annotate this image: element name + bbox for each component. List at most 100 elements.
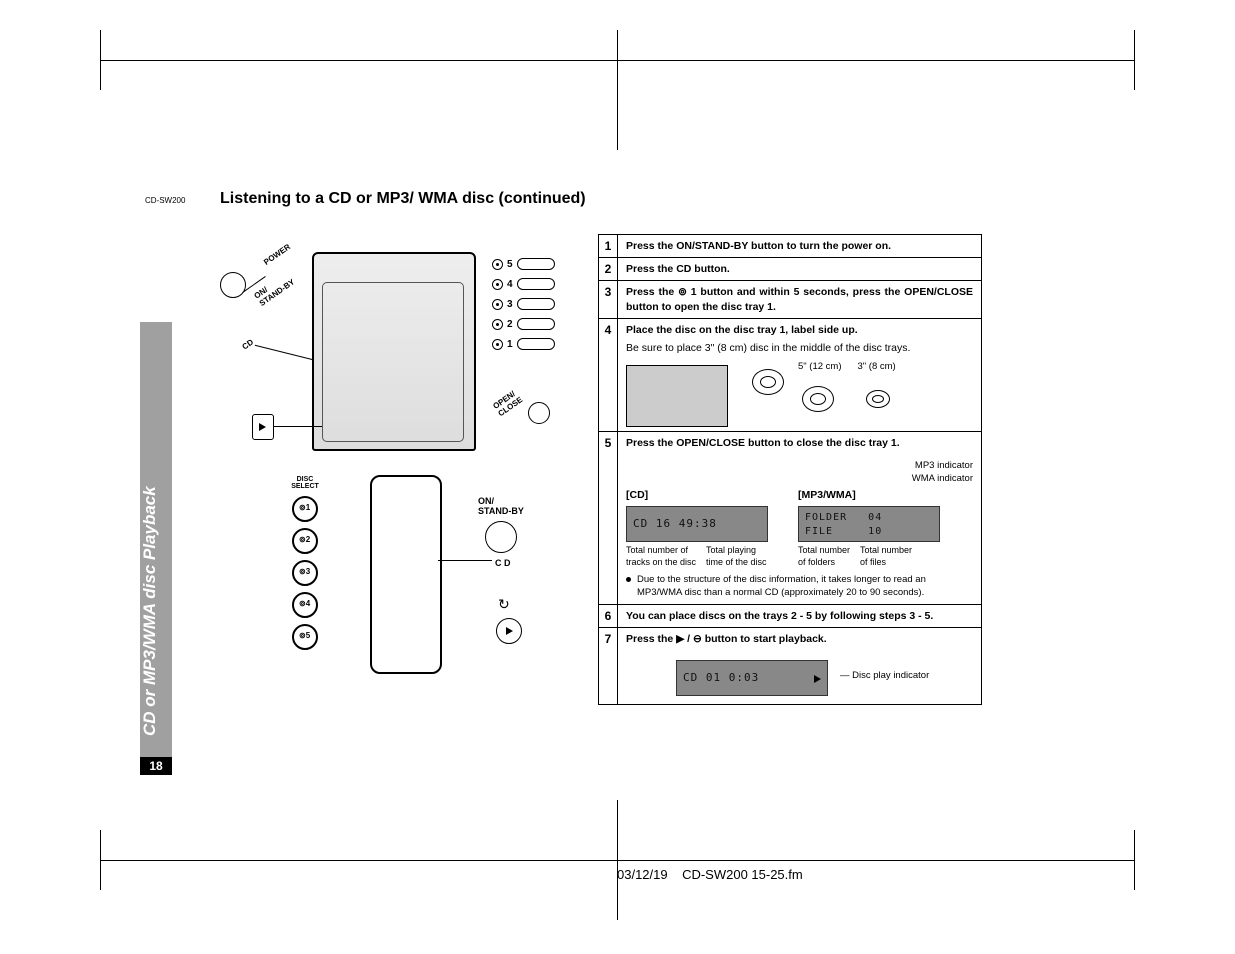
leader-line [438,560,492,561]
sidebar-section-title: CD or MP3/WMA disc Playback [140,486,160,736]
open-close-button-illustration [528,402,550,424]
disc-5in-illustration [798,378,838,418]
cd-button-remote [485,521,517,553]
step-number: 4 [599,319,618,431]
tray-illustration [626,365,728,427]
wma-indicator-label: WMA indicator [912,473,973,484]
mp3-display-label: [MP3/WMA] [798,489,856,501]
mp3-caption-b: Total number of files [860,544,912,568]
crop-mark [617,30,618,150]
lcd-play-text: CD 01 0:03 [683,671,759,686]
step-number: 7 [599,628,618,704]
tray-buttons: 5 4 3 2 1 [492,254,555,354]
lcd-play: CD 01 0:03 [676,660,828,696]
standby-remote-label: ON/ STAND-BY [478,496,524,516]
step-row: 1 Press the ON/STAND-BY button to turn t… [599,235,981,258]
footer-file: CD-SW200 15-25.fm [682,867,803,882]
open-close-label: OPEN/ CLOSE [491,388,524,419]
step-text: Press the OPEN/CLOSE button to close the… [626,437,900,449]
remote-illustration [370,475,442,674]
lcd-cd: CD 16 49:38 [626,506,768,542]
note-text: Due to the structure of the disc informa… [637,574,973,600]
step-subtext: Be sure to place 3" (8 cm) disc in the m… [626,341,973,355]
page-number: 18 [140,757,172,775]
step-number: 6 [599,605,618,627]
tray-num: 4 [507,279,513,290]
disc-size-b: 3" (8 cm) [858,361,896,374]
disc-icon [492,279,503,290]
device-diagram: POWER ON/ STAND-BY CD OPEN/ CLOSE 5 4 3 … [212,234,562,454]
step-row: 3 Press the ⊚ 1 button and within 5 seco… [599,281,981,318]
step-text: Press the ON/STAND-BY button to turn the… [626,240,891,252]
disc-select-column: DISC SELECT ⊚1 ⊚2 ⊚3 ⊚4 ⊚5 [290,476,320,656]
cd-label: CD [240,337,255,351]
step-text: You can place discs on the trays 2 - 5 b… [626,610,933,622]
crop-mark [100,30,101,90]
disc-icon [492,319,503,330]
cd-remote-label: C D [495,558,511,568]
mp3-indicator-label: MP3 indicator [915,460,973,471]
disc-tray-top-view [748,361,788,401]
cd-caption-a: Total number of tracks on the disc [626,544,696,568]
step-text: Press the ⊚ 1 button and within 5 second… [626,285,973,313]
cd-display-label: [CD] [626,489,648,501]
step-row: 4 Place the disc on the disc tray 1, lab… [599,319,981,432]
tray-num: 2 [507,319,513,330]
cd-caption-b: Total playing time of the disc [706,544,767,568]
step-text: Place the disc on the disc tray 1, label… [626,324,858,336]
lcd-cd-text: CD 16 49:38 [633,517,717,532]
step-text: Press the ▶ / ⊖ button to start playback… [626,633,827,645]
tray-num: 5 [507,259,513,270]
disc-play-indicator-label: Disc play indicator [852,670,929,681]
lcd-mp3: FOLDER 04 FILE 10 [798,506,940,542]
stereo-front-panel [322,282,464,442]
power-label: POWER [262,242,292,267]
disc-icon [492,339,503,350]
step-row: 7 Press the ▶ / ⊖ button to start playba… [599,628,981,704]
leader-line [274,426,322,427]
step-row: 6 You can place discs on the trays 2 - 5… [599,605,981,628]
repeat-icon: ↻ [498,596,510,613]
step-number: 2 [599,258,618,280]
standby-label: ON/ STAND-BY [253,270,297,308]
step-number: 1 [599,235,618,257]
tray-num: 3 [507,299,513,310]
page-title: Listening to a CD or MP3/ WMA disc (cont… [220,190,586,208]
steps-table: 1 Press the ON/STAND-BY button to turn t… [598,234,982,705]
step-text: Press the CD button. [626,263,730,275]
play-button-remote [496,618,522,644]
disc-select-label: DISC SELECT [290,476,320,490]
footer-date: 03/12/19 [617,867,668,882]
power-button-illustration [220,272,246,298]
disc-3in-illustration [858,378,898,418]
play-button-illustration [252,414,274,440]
disc-select-4: ⊚4 [292,592,318,618]
disc-icon [492,299,503,310]
tray-button-illustration [517,258,555,270]
model-number: CD-SW200 [145,196,185,205]
tray-button-illustration [517,278,555,290]
disc-select-3: ⊚3 [292,560,318,586]
disc-select-5: ⊚5 [292,624,318,650]
lcd-mp3-text: FOLDER 04 FILE 10 [805,511,882,538]
tray-num: 1 [507,339,513,350]
crop-mark [617,800,618,920]
step-number: 3 [599,281,618,317]
footer: 03/12/19 CD-SW200 15-25.fm [617,867,803,882]
crop-mark [1134,30,1135,90]
tray-button-illustration [517,338,555,350]
disc-select-1: ⊚1 [292,496,318,522]
disc-icon [492,259,503,270]
tray-button-illustration [517,318,555,330]
mp3-caption-a: Total number of folders [798,544,850,568]
crop-mark [100,830,101,890]
tray-button-illustration [517,298,555,310]
step-row: 2 Press the CD button. [599,258,981,281]
disc-size-a: 5" (12 cm) [798,361,842,374]
crop-mark [1134,830,1135,890]
disc-select-2: ⊚2 [292,528,318,554]
manual-page: CD-SW200 Listening to a CD or MP3/ WMA d… [0,0,1235,954]
step-note: Due to the structure of the disc informa… [626,574,973,600]
step-row: 5 Press the OPEN/CLOSE button to close t… [599,432,981,605]
leader-line [255,345,313,360]
